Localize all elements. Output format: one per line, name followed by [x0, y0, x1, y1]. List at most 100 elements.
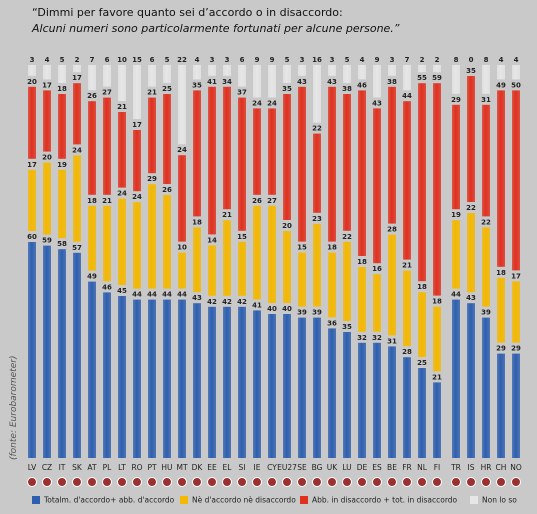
category-label: DE — [357, 463, 368, 472]
value-label: 20 — [27, 78, 37, 86]
bar-segment — [467, 213, 475, 293]
value-label: 17 — [511, 272, 521, 280]
bar-segment — [298, 86, 306, 242]
category-label: SI — [239, 463, 246, 472]
bar-segment — [388, 86, 396, 224]
value-label: 16 — [312, 56, 322, 64]
flag — [432, 477, 442, 487]
bar-segment — [178, 299, 186, 458]
value-label: 21 — [117, 103, 127, 111]
bar-segment — [313, 223, 321, 307]
category-label: IT — [59, 463, 66, 472]
value-label: 8 — [484, 56, 489, 64]
bar-segment — [208, 65, 216, 76]
value-label: 18 — [192, 218, 202, 226]
bar-segment — [253, 205, 261, 300]
flag — [372, 477, 382, 487]
value-label: 40 — [282, 305, 292, 313]
value-label: 35 — [342, 323, 352, 331]
value-label: 2 — [75, 56, 80, 64]
value-label: 18 — [327, 244, 337, 252]
value-label: 44 — [132, 291, 142, 299]
value-label: 24 — [117, 190, 127, 198]
bar-segment — [133, 65, 141, 119]
bar-segment — [497, 65, 505, 80]
bar-segment — [148, 184, 156, 289]
flag — [207, 477, 217, 487]
value-label: 20 — [42, 154, 52, 162]
value-label: 43 — [372, 99, 382, 107]
value-label: 41 — [207, 78, 217, 86]
value-label: 21 — [432, 373, 442, 381]
flag — [496, 477, 506, 487]
flag — [466, 477, 476, 487]
bar-segment — [433, 382, 441, 458]
flag — [357, 477, 367, 487]
bar-segment — [103, 65, 111, 87]
value-label: 3 — [390, 56, 395, 64]
category-label: CY — [267, 463, 277, 472]
bar-segment — [208, 245, 216, 296]
value-label: 5 — [285, 56, 290, 64]
value-label: 19 — [451, 211, 461, 219]
value-label: 6 — [105, 56, 110, 64]
value-label: 43 — [466, 294, 476, 302]
bar-segment — [43, 245, 51, 458]
value-label: 5 — [165, 56, 170, 64]
bar-segment — [163, 299, 171, 458]
value-label: 2 — [435, 56, 440, 64]
bar-segment — [28, 242, 36, 458]
value-label: 2 — [420, 56, 425, 64]
value-label: 24 — [72, 146, 82, 154]
bar-segment — [403, 270, 411, 347]
value-label: 26 — [162, 186, 172, 194]
value-label: 45 — [117, 287, 127, 295]
value-label: 18 — [57, 85, 67, 93]
flag — [102, 477, 112, 487]
value-label: 26 — [252, 197, 262, 205]
bar-segment — [343, 241, 351, 321]
value-label: 29 — [511, 345, 521, 353]
bar-segment — [283, 65, 291, 83]
category-label: PT — [147, 463, 157, 472]
bar-segment — [403, 357, 411, 458]
bar-segment — [58, 65, 66, 83]
bar-segment — [253, 65, 261, 98]
flag — [42, 477, 52, 487]
value-label: 3 — [210, 56, 215, 64]
bar-segment — [148, 97, 156, 174]
value-label: 18 — [432, 298, 442, 306]
value-label: 6 — [240, 56, 245, 64]
category-label: EU27 — [277, 463, 297, 472]
value-label: 15 — [237, 233, 247, 241]
value-label: 60 — [27, 233, 37, 241]
category-label: HR — [481, 463, 492, 472]
category-label: IS — [468, 463, 475, 472]
value-label: 10 — [117, 56, 127, 64]
title-part: “Dimmi per favore quanto sei d’accordo o… — [32, 6, 343, 19]
legend-swatch — [180, 496, 188, 504]
category-label: CH — [496, 463, 507, 472]
value-label: 34 — [222, 78, 232, 86]
bar-segment — [103, 205, 111, 282]
category-label: RO — [131, 463, 142, 472]
bar-segment — [88, 205, 96, 271]
value-label: 3 — [30, 56, 35, 64]
value-label: 42 — [207, 298, 217, 306]
flag — [481, 477, 491, 487]
value-label: 22 — [481, 218, 491, 226]
bar-segment — [193, 227, 201, 293]
bar-segment — [43, 162, 51, 235]
value-label: 16 — [372, 265, 382, 273]
value-label: 3 — [225, 56, 230, 64]
flag — [282, 477, 292, 487]
value-label: 19 — [57, 161, 67, 169]
value-label: 35 — [192, 81, 202, 89]
value-label: 44 — [162, 291, 172, 299]
bar-segment — [313, 317, 321, 458]
value-label: 21 — [222, 211, 232, 219]
value-label: 21 — [147, 89, 157, 97]
legend-swatch — [300, 496, 308, 504]
value-label: 21 — [402, 262, 412, 270]
value-label: 35 — [282, 85, 292, 93]
